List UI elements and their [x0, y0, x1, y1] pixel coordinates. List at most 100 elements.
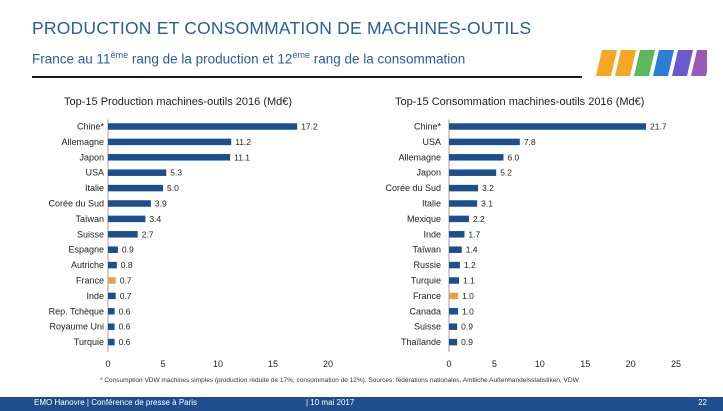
x-tick-label: 15	[580, 359, 590, 369]
value-label: 1.7	[468, 229, 480, 239]
value-label: 11.1	[234, 152, 250, 162]
category-label: Allemagne	[398, 152, 441, 162]
x-tick-label: 5	[160, 359, 165, 369]
bar	[108, 261, 117, 269]
bar	[108, 169, 167, 176]
footnote: * Consumption VDW machines simples (prod…	[100, 377, 579, 384]
x-tick-label: 15	[268, 359, 278, 369]
bar	[449, 277, 459, 284]
category-label: Corée du Sud	[385, 183, 441, 193]
page-number: 22	[698, 398, 707, 407]
value-label: 5.0	[167, 183, 179, 193]
value-label: 3.4	[149, 214, 161, 224]
bar	[449, 138, 520, 146]
brand-logo	[596, 50, 707, 76]
category-label: Suisse	[77, 229, 104, 239]
category-label: Thaïlande	[401, 337, 441, 347]
category-label: Autriche	[71, 260, 104, 270]
value-label: 1.4	[466, 245, 478, 255]
x-tick-label: 5	[492, 359, 497, 369]
logo-stripe	[691, 50, 707, 76]
production-chart-title: Top-15 Production machines-outils 2016 (…	[64, 96, 293, 108]
bar	[449, 184, 479, 192]
value-label: 0.9	[461, 337, 473, 347]
bar	[449, 338, 458, 346]
value-label: 0.9	[122, 245, 134, 255]
subtitle-part-3: rang de la consommation	[309, 51, 466, 67]
category-label: USA	[85, 168, 104, 178]
value-label: 3.2	[482, 183, 494, 193]
category-label: Inde	[86, 291, 104, 301]
bar	[108, 138, 232, 146]
value-label: 3.1	[481, 199, 493, 209]
category-label: France	[76, 276, 104, 286]
value-label: 3.9	[155, 199, 167, 209]
category-label: Inde	[423, 229, 441, 239]
bar	[108, 323, 115, 330]
category-label: Japon	[416, 168, 441, 178]
value-label: 0.6	[119, 306, 131, 316]
category-label: Taïwan	[75, 214, 104, 224]
category-label: Chine*	[414, 122, 442, 132]
page-subtitle: France au 11ème rang de la production et…	[32, 50, 465, 67]
subtitle-sup-2: ème	[292, 50, 310, 60]
category-label: France	[413, 291, 441, 301]
category-label: Espagne	[68, 245, 104, 255]
bar	[449, 154, 504, 161]
bar	[449, 261, 460, 269]
x-tick-label: 25	[671, 359, 681, 369]
bar	[449, 246, 462, 253]
bar	[108, 246, 118, 253]
category-label: USA	[422, 137, 441, 147]
value-label: 17.2	[301, 122, 318, 132]
bar	[449, 200, 478, 207]
bar	[108, 231, 138, 238]
bar	[108, 123, 298, 130]
value-label: 1.0	[462, 306, 474, 316]
bar	[108, 292, 116, 300]
logo-stripe	[672, 50, 693, 76]
x-tick-label: 10	[535, 359, 545, 369]
value-label: 11.2	[235, 137, 251, 147]
value-label: 2.7	[142, 229, 154, 239]
category-label: Mexique	[407, 214, 441, 224]
category-label: Chine*	[77, 122, 105, 132]
bar	[449, 308, 459, 315]
value-label: 21.7	[650, 122, 667, 132]
value-label: 0.9	[461, 322, 473, 332]
category-label: Taïwan	[412, 245, 441, 255]
value-label: 5.3	[170, 168, 182, 178]
footer-bar: EMO Hanovre | Conférence de presse à Par…	[0, 397, 723, 411]
value-label: 0.7	[120, 291, 132, 301]
x-tick-label: 0	[105, 359, 110, 369]
value-label: 7.8	[524, 137, 536, 147]
category-label: Italie	[85, 183, 104, 193]
category-label: Russie	[413, 260, 441, 270]
category-label: Royaume Uni	[49, 322, 104, 332]
subtitle-sup-1: ème	[110, 50, 129, 60]
category-label: Turquie	[74, 337, 104, 347]
bar	[449, 123, 647, 130]
value-label: 1.0	[462, 291, 474, 301]
consumption-chart-title: Top-15 Consommation machines-outils 2016…	[395, 96, 645, 108]
value-label: 1.1	[463, 276, 475, 286]
value-label: 0.6	[119, 337, 131, 347]
bar	[449, 231, 465, 238]
value-label: 0.8	[121, 260, 133, 270]
logo-stripe	[653, 50, 674, 76]
category-label: Corée du Sud	[48, 199, 104, 209]
x-tick-label: 20	[626, 359, 636, 369]
subtitle-part-1: France au 11	[32, 51, 111, 67]
logo-stripe	[615, 50, 636, 76]
x-tick-label: 10	[213, 359, 223, 369]
category-label: Rep. Tchèque	[49, 306, 104, 316]
bar	[449, 169, 497, 176]
page-title: PRODUCTION ET CONSOMMATION DE MACHINES-O…	[32, 18, 532, 38]
value-label: 0.6	[119, 322, 131, 332]
bar	[449, 323, 458, 330]
category-label: Japon	[79, 152, 104, 162]
category-label: Suisse	[414, 322, 441, 332]
subtitle-part-2: rang de la production et 12	[128, 51, 293, 67]
logo-stripe	[596, 50, 617, 76]
